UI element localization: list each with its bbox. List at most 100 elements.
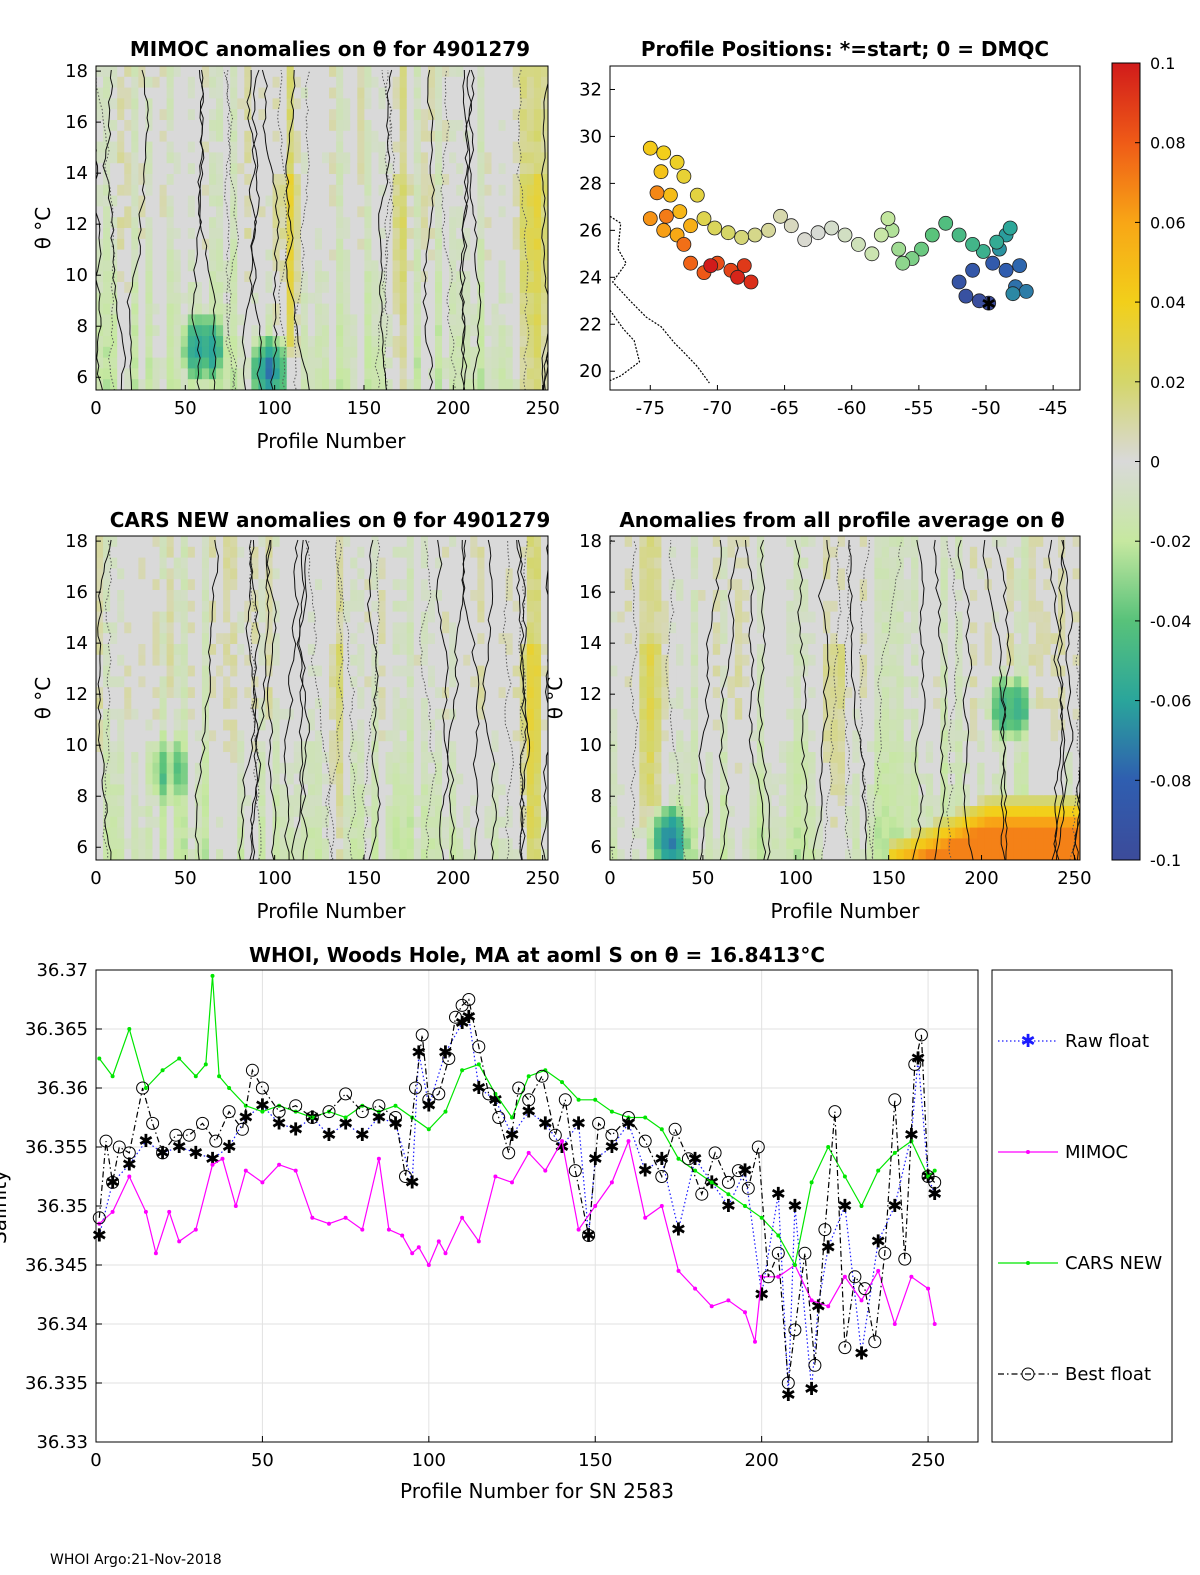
- mimoc-cell: [96, 120, 104, 132]
- mimoc-cell: [145, 249, 154, 261]
- mimoc-cell: [519, 228, 528, 240]
- cars-cell: [533, 536, 542, 548]
- cars-cell: [314, 687, 323, 699]
- mimoc-cell: [505, 141, 514, 153]
- cars-cell: [180, 600, 189, 613]
- mimoc-cell: [230, 346, 238, 359]
- cars-cell: [329, 590, 337, 602]
- cars-cell: [194, 644, 203, 656]
- mimoc-cell: [201, 66, 210, 78]
- allavg-cell: [742, 676, 751, 688]
- cars-cell: [279, 719, 288, 731]
- mimoc-cell: [117, 228, 125, 240]
- cars-cell: [300, 773, 309, 785]
- track-point: [696, 211, 712, 227]
- mimoc-cell: [258, 314, 267, 326]
- cars-cell: [435, 849, 443, 860]
- mimoc-cell: [512, 76, 521, 89]
- cars-cell: [293, 795, 302, 807]
- mimoc-cell: [223, 379, 231, 390]
- cars-cell: [505, 644, 514, 656]
- cars-cell: [484, 816, 493, 829]
- cars-cell: [209, 687, 217, 699]
- cars-cell: [329, 644, 337, 656]
- cars-cell: [131, 698, 139, 710]
- cars-cell: [96, 762, 104, 775]
- mimoc-cell: [251, 249, 260, 261]
- allavg-cell: [800, 665, 809, 677]
- allavg-cell: [720, 654, 729, 667]
- cars-cell: [442, 708, 450, 721]
- allavg-cell: [676, 557, 685, 569]
- cars-cell: [442, 687, 450, 699]
- cars-cell: [512, 590, 521, 602]
- cars-cell: [413, 557, 422, 569]
- mimoc-cell: [540, 271, 548, 283]
- allavg-cell: [815, 600, 824, 613]
- mimoc-cell: [152, 346, 161, 359]
- cars-cell: [526, 579, 535, 591]
- allavg-cell: [727, 633, 736, 645]
- cars-cell: [491, 730, 500, 742]
- allavg-cell: [786, 687, 795, 699]
- cars-cell: [364, 557, 373, 569]
- cars-cell: [442, 752, 450, 764]
- cars-cell: [364, 676, 373, 688]
- allavg-cell: [808, 719, 817, 731]
- mimoc-cell: [138, 282, 147, 294]
- cars-cell: [152, 806, 161, 818]
- cars-cell: [230, 579, 238, 591]
- cars-cell: [230, 719, 238, 731]
- mimoc-cell: [279, 109, 288, 121]
- cars-cell: [329, 676, 337, 688]
- mimoc-cell: [378, 379, 387, 390]
- cars-cell: [173, 730, 182, 742]
- cars-cell: [385, 698, 394, 710]
- cars-cell: [152, 676, 161, 688]
- mimoc-cell: [519, 357, 528, 369]
- cars-cell: [526, 600, 535, 613]
- cars-cell: [265, 687, 274, 699]
- cars-contour-line: [249, 539, 261, 860]
- mimoc-cell: [117, 195, 125, 207]
- cars-cell: [371, 600, 380, 613]
- mimoc-cell: [392, 238, 401, 251]
- cars-cell: [456, 536, 464, 548]
- cars-cell: [413, 611, 422, 623]
- mimoc-cell: [307, 238, 316, 251]
- cars-cell: [237, 698, 245, 710]
- mimoc-cell: [194, 98, 203, 110]
- allavg-cell: [712, 622, 721, 634]
- mimoc-cell: [413, 357, 422, 369]
- cars-cell: [329, 752, 337, 764]
- mimoc-cell: [498, 195, 507, 207]
- mimoc-cell: [117, 346, 125, 359]
- cars-cell: [307, 622, 316, 634]
- cars-cell: [533, 622, 542, 634]
- mimoc-cell: [286, 303, 295, 315]
- cars-cell: [237, 784, 245, 796]
- mimoc-cell: [526, 66, 535, 78]
- allavg-cell: [734, 795, 743, 807]
- cars-cell: [463, 600, 471, 613]
- cars-cell: [512, 611, 521, 623]
- mimoc-cell: [152, 98, 161, 110]
- allavg-cell: [800, 568, 809, 580]
- cars-cell: [484, 784, 493, 796]
- cars-cell: [166, 762, 175, 775]
- cars-cell: [343, 546, 351, 559]
- allavg-cell: [683, 633, 692, 645]
- mimoc-cell: [406, 325, 415, 337]
- cars-cell: [300, 708, 309, 721]
- positions-xtick-label: -50: [971, 398, 1000, 419]
- mimoc-cell: [152, 325, 161, 337]
- mimoc-ytick-label: 10: [65, 265, 88, 286]
- mimoc-cell: [491, 217, 500, 229]
- cars-cell: [526, 536, 535, 548]
- mimoc-cell: [286, 346, 295, 359]
- track-point: [669, 154, 685, 170]
- track-point: [743, 274, 759, 290]
- allavg-cell: [690, 827, 699, 839]
- mimoc-cell: [131, 249, 139, 261]
- mimoc-cell: [484, 249, 493, 261]
